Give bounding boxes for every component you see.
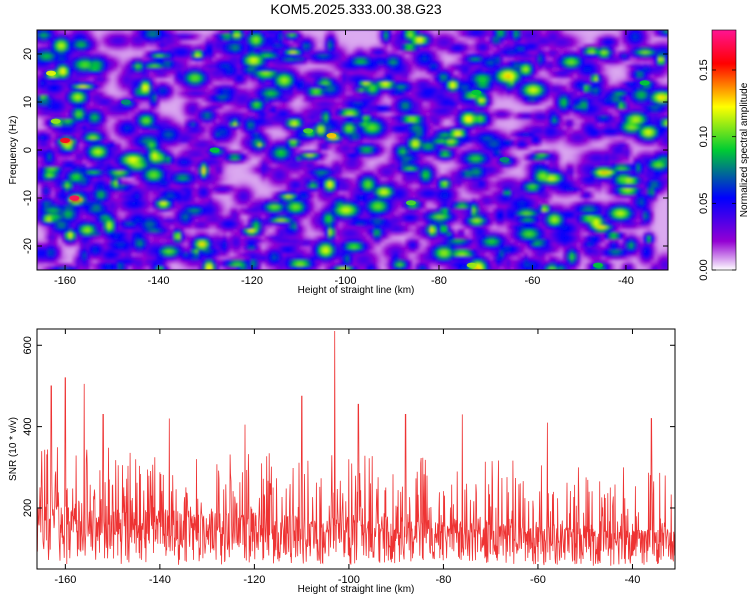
colorbar-tick-label: 0.00 <box>698 259 710 280</box>
x-tick-label: -80 <box>435 574 451 586</box>
x-tick-label: -40 <box>625 574 641 586</box>
x-tick-label: -40 <box>618 275 634 287</box>
colorbar-tick-label: 0.05 <box>698 193 710 214</box>
heatmap-hotspot <box>466 262 477 268</box>
x-tick-label: -100 <box>338 574 360 586</box>
colorbar: 0.00 0.05 0.10 0.15 Normalized spectral amp… <box>698 29 750 281</box>
heatmap-x-label: Height of straight line (km) <box>298 285 415 296</box>
x-tick-label: -100 <box>334 275 356 287</box>
heatmap-y-label: Frequency (Hz) <box>8 116 19 185</box>
heatmap-plot-area <box>36 29 669 271</box>
y-tick-label: -20 <box>22 238 34 254</box>
heatmap-hotspot <box>209 147 220 153</box>
colorbar-gradient <box>712 30 736 270</box>
y-tick-label: 400 <box>22 417 34 435</box>
heatmap-y-axis: -20 -10 0 10 20 <box>22 48 668 254</box>
x-tick-label: -140 <box>149 574 171 586</box>
heatmap-hotspot <box>592 262 603 268</box>
x-tick-label: -120 <box>243 574 265 586</box>
snr-frame <box>36 328 676 570</box>
y-tick-label: 200 <box>22 499 34 517</box>
colorbar-tick-label: 0.10 <box>698 126 710 147</box>
x-tick-label: -160 <box>54 275 76 287</box>
y-tick-label: 20 <box>22 48 34 60</box>
x-tick-label: -120 <box>241 275 263 287</box>
y-tick-label: -10 <box>22 190 34 206</box>
y-tick-label: 0 <box>22 147 34 153</box>
heatmap-hotspot <box>326 133 337 139</box>
heatmap-hotspot <box>120 99 131 105</box>
heatmap-hotspot <box>471 89 482 95</box>
snr-series-line <box>37 330 675 566</box>
y-tick-label: 10 <box>22 96 34 108</box>
heatmap-hotspots <box>46 70 650 268</box>
x-tick-label: -60 <box>530 574 546 586</box>
snr-y-label: SNR (10 * v/v) <box>8 417 19 481</box>
heatmap-hotspot <box>499 157 510 163</box>
snr-x-axis: -160 -140 -120 -100 -80 -60 -40 <box>54 329 640 586</box>
x-tick-label: -60 <box>524 275 540 287</box>
snr-y-axis: 200 400 600 <box>22 336 675 517</box>
y-tick-label: 600 <box>22 336 34 354</box>
colorbar-tick-label: 0.15 <box>698 59 710 80</box>
heatmap-hotspot <box>50 118 61 124</box>
heatmap-hotspot <box>69 195 80 201</box>
x-tick-label: -80 <box>431 275 447 287</box>
heatmap-hotspot <box>303 128 314 134</box>
colorbar-frame <box>711 29 737 271</box>
heatmap-x-axis: -160 -140 -120 -100 -80 -60 -40 <box>54 30 634 287</box>
chart-title: KOM5.2025.333.00.38.G23 <box>270 1 441 17</box>
x-tick-label: -160 <box>54 574 76 586</box>
colorbar-ticks: 0.00 0.05 0.10 0.15 <box>698 59 736 281</box>
heatmap-hotspot <box>60 137 71 143</box>
heatmap-hotspot <box>405 200 416 206</box>
snr-panel: -160 -140 -120 -100 -80 -60 -40 200 400 600 Heig… <box>8 328 676 595</box>
heatmap-hotspot <box>46 70 57 76</box>
colorbar-label: Normalized spectral amplitude <box>739 82 750 217</box>
heatmap-image <box>37 30 668 270</box>
x-tick-label: -140 <box>148 275 170 287</box>
snr-x-label: Height of straight line (km) <box>298 584 415 595</box>
heatmap-hotspot <box>639 80 650 86</box>
